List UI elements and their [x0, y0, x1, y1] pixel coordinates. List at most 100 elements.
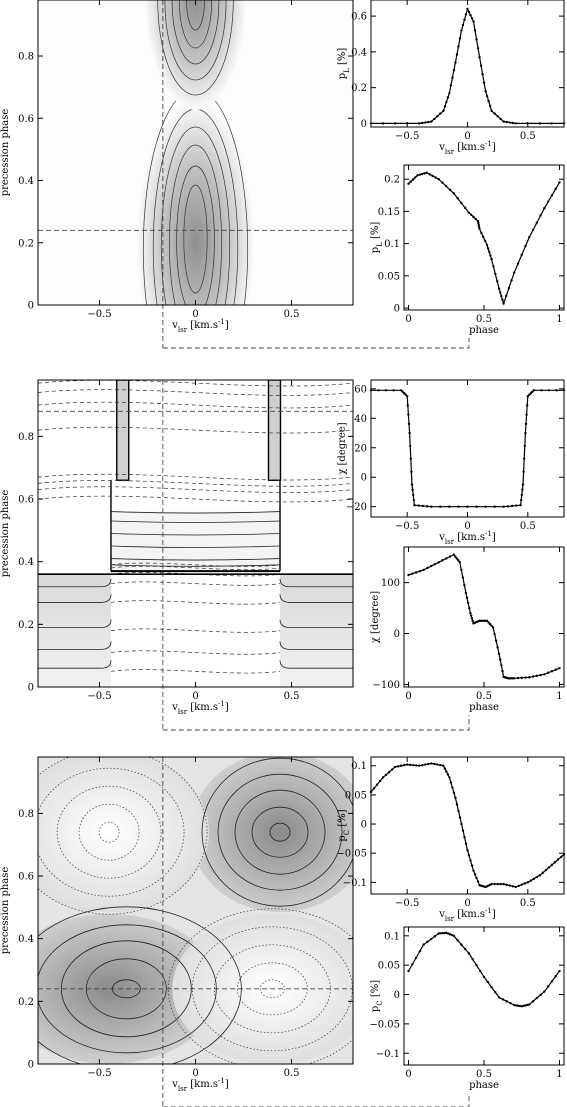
phase-plot-chi-point	[411, 572, 414, 575]
phase-plot-pl-y-tick-label: 0	[394, 304, 400, 315]
map-chi-y-tick-label: 0.6	[18, 495, 34, 506]
phase-plot-pl-point	[441, 181, 444, 184]
map-pc-contour-dotted	[78, 803, 140, 861]
vel-plot-chi-point	[425, 505, 429, 508]
phase-plot-chi-point	[426, 566, 429, 570]
vel-plot-pl-point	[466, 7, 469, 11]
phase-plot-pc-x-tick-label: 0	[405, 1069, 411, 1080]
vel-plot-pl-point	[487, 99, 490, 103]
phase-plot-chi-point	[461, 576, 465, 579]
phase-plot-pl-point	[502, 302, 505, 305]
vel-plot-pl-point	[442, 109, 445, 113]
vel-plot-pc-point	[402, 763, 406, 767]
vel-plot-pl-point	[514, 122, 517, 125]
map-chi-contour	[110, 564, 281, 567]
phase-plot-pc-point	[554, 974, 557, 978]
vel-plot-pc-point	[439, 763, 442, 767]
vel-plot-pc-point	[457, 809, 460, 813]
vel-plot-pc-point	[472, 869, 475, 872]
vel-plot-pc-y-tick-label: −0.05	[336, 849, 367, 860]
vel-plot-pl-point	[469, 14, 472, 17]
vel-plot-chi-y-tick-label: 0	[361, 473, 367, 484]
phase-plot-chi-point	[493, 632, 496, 636]
vel-plot-pl-point	[508, 121, 511, 124]
phase-plot-pc-point	[437, 932, 440, 935]
vel-plot-pl-point	[424, 121, 427, 124]
phase-plot-pl-line	[408, 172, 561, 306]
vel-plot-pc-x-tick-label: 0	[464, 898, 470, 909]
vel-plot-chi-point	[404, 393, 407, 396]
vel-plot-chi-point	[525, 413, 528, 416]
phase-plot-pl-point	[489, 254, 492, 257]
vel-plot-pl-point	[458, 37, 462, 40]
phase-plot-chi-x-tick-label: 0.5	[476, 691, 492, 702]
vel-plot-pl-point	[381, 122, 385, 125]
vel-plot-pc-point	[430, 762, 433, 765]
phase-plot-pc-point	[467, 952, 471, 955]
vel-plot-pl-point	[496, 115, 499, 118]
phase-plot-pl-ylabel: pL​ [%]	[370, 222, 384, 254]
phase-plot-pl-point	[469, 213, 473, 216]
vel-plot-pl-point	[445, 100, 448, 104]
map-pc-field	[38, 757, 353, 1064]
vel-plot-pc-point	[508, 884, 511, 887]
vel-plot-chi-point	[401, 390, 404, 393]
map-pc-x-tick-label: 0	[192, 1068, 198, 1079]
map-pl-contour	[183, 184, 208, 294]
phase-plot-pl-point	[472, 215, 475, 219]
phase-plot-pc-point	[482, 975, 486, 979]
vel-plot-pc-point	[449, 781, 453, 784]
phase-plot-pl-point	[488, 250, 491, 254]
vel-plot-pc-point	[375, 783, 379, 786]
vel-plot-pl-point	[455, 53, 459, 56]
vel-plot-chi-point	[475, 505, 478, 508]
phase-plot-chi-line	[408, 553, 560, 679]
vel-plot-pc-point	[469, 859, 472, 862]
vel-plot-pc-point	[390, 768, 394, 771]
vel-plot-pc-ylabel: pC​ [%]	[337, 809, 351, 841]
vel-plot-pl-point	[475, 38, 478, 41]
phase-plot-pl-point	[496, 280, 499, 283]
phase-plot-chi-point	[501, 669, 504, 673]
vel-plot-chi-point	[524, 422, 528, 426]
vel-plot-pl-point	[448, 91, 451, 95]
phase-plot-chi-point	[550, 670, 554, 673]
vel-plot-pc-point	[399, 764, 403, 767]
vel-plot-pl-point	[476, 47, 480, 50]
vel-plot-chi-point	[406, 404, 409, 407]
vel-plot-chi-point	[555, 389, 558, 392]
phase-plot-pl-point	[512, 271, 516, 274]
vel-plot-pl-ylabel: pL​ [%]	[337, 48, 351, 80]
phase-plot-pl-point	[463, 206, 467, 210]
phase-plot-chi-point	[454, 555, 457, 558]
map-pc-y-tick-label: 0.2	[18, 997, 34, 1008]
phase-plot-pc-y-tick-label: −0.05	[369, 1019, 400, 1030]
map-chi-contour-dashed	[110, 669, 281, 674]
phase-plot-chi-point	[466, 601, 470, 605]
phase-plot-pc-point	[522, 1004, 525, 1008]
phase-plot-pl-point	[510, 279, 513, 282]
phase-plot-pc-ylabel: pC​ [%]	[370, 980, 384, 1012]
vel-plot-pc-point	[499, 882, 502, 886]
phase-plot-pc-y-tick-label: −0.1	[376, 1049, 400, 1060]
vel-plot-chi-point	[421, 504, 425, 508]
vel-plot-pl-point	[430, 120, 433, 123]
phase-plot-pl-point	[477, 221, 480, 225]
vel-plot-pc-point	[433, 762, 436, 766]
phase-plot-pl-point	[418, 173, 422, 176]
vel-plot-pc-point	[372, 787, 376, 790]
phase-plot-pl-point	[528, 235, 531, 239]
vel-plot-pc-x-tick-label: 0.5	[520, 898, 536, 909]
vel-plot-pl-point	[467, 10, 471, 14]
vel-plot-chi-point	[457, 505, 460, 508]
phase-plot-pc-point	[441, 931, 444, 935]
vel-plot-chi-y-tick-label: 20	[354, 443, 367, 454]
phase-plot-chi-point	[490, 624, 493, 627]
map-pc-contour	[251, 806, 309, 858]
vel-plot-pl-point	[461, 23, 465, 27]
vel-plot-pc-point	[412, 763, 415, 767]
map-pl-contour	[178, 0, 213, 49]
phase-plot-pl-point	[411, 178, 415, 181]
vel-plot-pl-point	[538, 122, 542, 125]
vel-plot-pc-point	[418, 764, 421, 767]
